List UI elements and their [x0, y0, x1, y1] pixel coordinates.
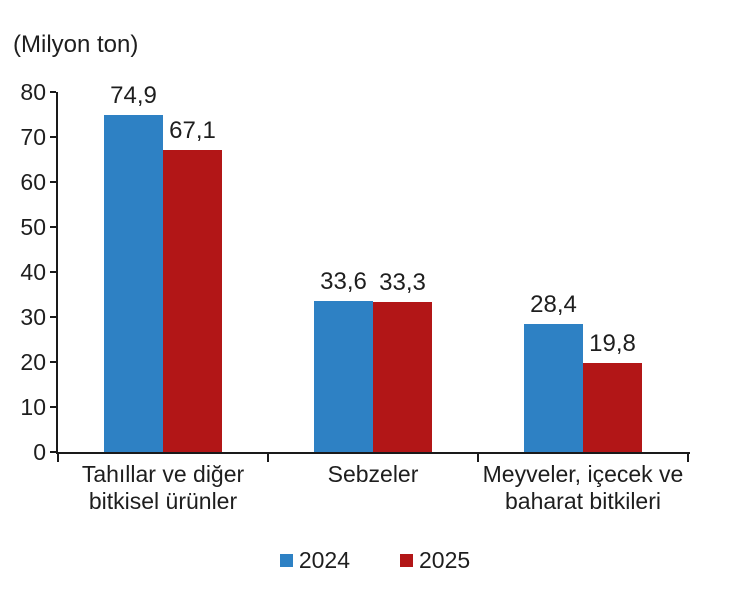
legend-swatch — [279, 553, 293, 567]
bar — [163, 150, 222, 452]
x-axis-tick — [687, 454, 689, 462]
y-axis-tick-label: 40 — [20, 259, 46, 285]
x-axis-tick — [57, 454, 59, 462]
x-category-label: Sebzeler — [327, 461, 419, 487]
legend-label: 2024 — [298, 547, 350, 573]
x-axis-tick — [267, 454, 269, 462]
y-axis-tick — [50, 271, 56, 273]
y-axis-tick-label: 10 — [20, 394, 46, 420]
y-axis-tick — [50, 361, 56, 363]
bar-value-label: 67,1 — [169, 117, 216, 145]
x-axis-tick — [477, 454, 479, 462]
y-axis-tick — [50, 451, 56, 453]
y-axis-tick-label: 60 — [20, 169, 46, 195]
y-axis-tick — [50, 226, 56, 228]
x-category-label: Meyveler, içecek ve baharat bitkileri — [482, 461, 684, 514]
bar — [373, 302, 432, 452]
y-axis-tick-label: 50 — [20, 214, 46, 240]
y-axis-tick-label: 0 — [33, 439, 46, 465]
bar-value-label: 33,3 — [379, 269, 426, 297]
y-axis-tick-label: 20 — [20, 349, 46, 375]
y-axis-tick-label: 30 — [20, 304, 46, 330]
y-axis-tick — [50, 316, 56, 318]
legend-swatch — [400, 553, 413, 567]
bar — [104, 114, 163, 452]
bar-value-label: 28,4 — [530, 291, 577, 319]
y-axis-tick — [50, 91, 56, 93]
bar — [583, 362, 642, 452]
legend-label: 2025 — [419, 547, 471, 573]
bar-value-label: 33,6 — [320, 267, 367, 295]
legend: 2024 2025 — [0, 547, 750, 573]
legend-item: 2025 — [400, 547, 470, 573]
y-axis-tick — [50, 136, 56, 138]
y-axis-tick — [50, 181, 56, 183]
bar — [314, 300, 373, 452]
y-axis-line — [56, 92, 58, 454]
bar-value-label: 19,8 — [589, 329, 636, 357]
bar — [524, 324, 583, 452]
bar-value-label: 74,9 — [110, 81, 157, 109]
legend-item: 2024 — [279, 547, 350, 573]
x-axis-line — [56, 452, 690, 454]
y-axis-tick-label: 80 — [20, 79, 46, 105]
x-category-label: Tahıllar ve diğer bitkisel ürünler — [81, 461, 245, 514]
y-axis-tick — [50, 406, 56, 408]
y-axis-tick-label: 70 — [20, 124, 46, 150]
axis-unit-label: (Milyon ton) — [13, 31, 139, 58]
